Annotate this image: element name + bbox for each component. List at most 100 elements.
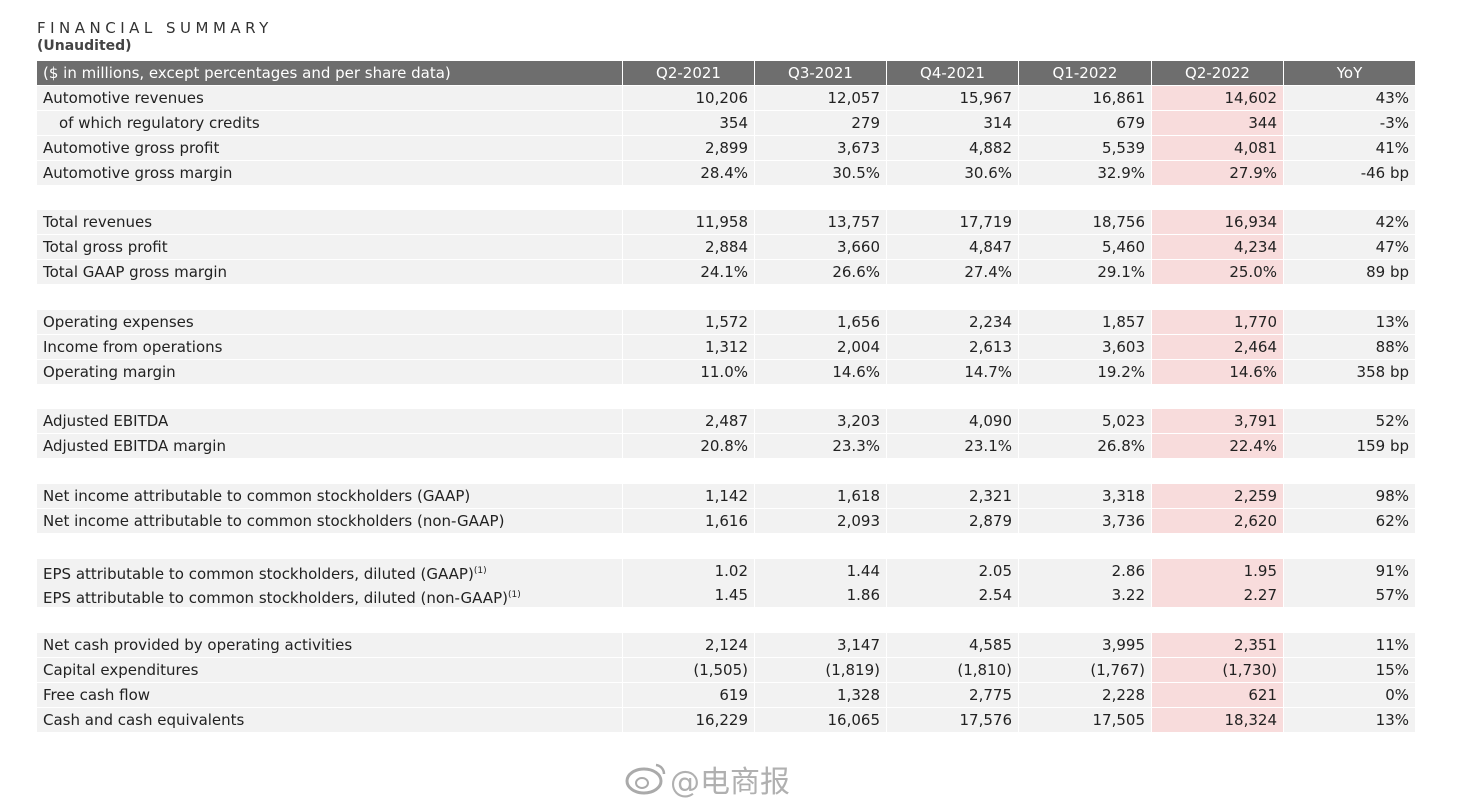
cell: 23.3% — [755, 434, 886, 458]
cell: 2,351 — [1152, 633, 1283, 657]
cell: 1,312 — [623, 335, 754, 359]
column-header: Q3-2021 — [755, 61, 886, 85]
row-label: Capital expenditures — [37, 658, 622, 682]
row-label: EPS attributable to common stockholders,… — [37, 583, 622, 607]
cell: 14.6% — [1152, 360, 1283, 384]
row-label: Income from operations — [37, 335, 622, 359]
row-label: Adjusted EBITDA — [37, 409, 622, 433]
cell: 16,861 — [1019, 86, 1151, 110]
cell: 16,065 — [755, 708, 886, 732]
cell: 28.4% — [623, 161, 754, 185]
cell: 1,616 — [623, 509, 754, 533]
cell: (1,730) — [1152, 658, 1283, 682]
cell: 1.45 — [623, 583, 754, 607]
cell: 29.1% — [1019, 260, 1151, 284]
cell: 3,660 — [755, 235, 886, 259]
cell: 2,613 — [887, 335, 1018, 359]
cell: 14.6% — [755, 360, 886, 384]
cell: 91% — [1284, 559, 1415, 583]
footnote-ref: (1) — [473, 566, 487, 576]
cell: 2,620 — [1152, 509, 1283, 533]
cell: 2,004 — [755, 335, 886, 359]
column-header: Q2-2022 — [1152, 61, 1283, 85]
cell: 57% — [1284, 583, 1415, 607]
row-label: Net income attributable to common stockh… — [37, 509, 622, 533]
cell: 2,093 — [755, 509, 886, 533]
row-label: Free cash flow — [37, 683, 622, 707]
cell: 4,882 — [887, 136, 1018, 160]
cell: 2,228 — [1019, 683, 1151, 707]
cell: 2.27 — [1152, 583, 1283, 607]
cell: 344 — [1152, 111, 1283, 135]
cell: 2.05 — [887, 559, 1018, 583]
cell: 2,487 — [623, 409, 754, 433]
cell: 19.2% — [1019, 360, 1151, 384]
cell: 89 bp — [1284, 260, 1415, 284]
row-label: of which regulatory credits — [37, 111, 622, 135]
column-header: Q1-2022 — [1019, 61, 1151, 85]
cell: 3,736 — [1019, 509, 1151, 533]
cell: 16,229 — [623, 708, 754, 732]
cell: 17,719 — [887, 210, 1018, 234]
cell: 2.54 — [887, 583, 1018, 607]
cell: -3% — [1284, 111, 1415, 135]
row-label: Total GAAP gross margin — [37, 260, 622, 284]
cell: 1.86 — [755, 583, 886, 607]
cell: 3,147 — [755, 633, 886, 657]
cell: 4,585 — [887, 633, 1018, 657]
cell: 17,505 — [1019, 708, 1151, 732]
cell: 27.4% — [887, 260, 1018, 284]
cell: 17,576 — [887, 708, 1018, 732]
cell: 1.02 — [623, 559, 754, 583]
cell: 26.8% — [1019, 434, 1151, 458]
cell: 18,324 — [1152, 708, 1283, 732]
row-label: Total revenues — [37, 210, 622, 234]
cell: 32.9% — [1019, 161, 1151, 185]
column-header: YoY — [1284, 61, 1415, 85]
watermark: @电商报 — [670, 765, 790, 800]
cell: 279 — [755, 111, 886, 135]
cell: 13% — [1284, 310, 1415, 334]
cell: 42% — [1284, 210, 1415, 234]
cell: 4,234 — [1152, 235, 1283, 259]
cell: 2,879 — [887, 509, 1018, 533]
row-label: Automotive revenues — [37, 86, 622, 110]
cell: 1,770 — [1152, 310, 1283, 334]
cell: 13,757 — [755, 210, 886, 234]
row-label: Net income attributable to common stockh… — [37, 484, 622, 508]
cell: 1,142 — [623, 484, 754, 508]
cell: (1,505) — [623, 658, 754, 682]
cell: 12,057 — [755, 86, 886, 110]
cell: 2,259 — [1152, 484, 1283, 508]
row-label: Operating margin — [37, 360, 622, 384]
cell: 88% — [1284, 335, 1415, 359]
cell: 314 — [887, 111, 1018, 135]
cell: 4,090 — [887, 409, 1018, 433]
column-header: ($ in millions, except percentages and p… — [37, 61, 622, 85]
cell: 1,572 — [623, 310, 754, 334]
cell: 14,602 — [1152, 86, 1283, 110]
cell: 358 bp — [1284, 360, 1415, 384]
cell: 43% — [1284, 86, 1415, 110]
cell: 15,967 — [887, 86, 1018, 110]
row-label: Total gross profit — [37, 235, 622, 259]
cell: 15% — [1284, 658, 1415, 682]
cell: 159 bp — [1284, 434, 1415, 458]
cell: 5,460 — [1019, 235, 1151, 259]
cell: 41% — [1284, 136, 1415, 160]
cell: 3.22 — [1019, 583, 1151, 607]
cell: 2,884 — [623, 235, 754, 259]
cell: 23.1% — [887, 434, 1018, 458]
cell: 14.7% — [887, 360, 1018, 384]
cell: 619 — [623, 683, 754, 707]
footnote-ref: (1) — [507, 590, 521, 600]
cell: 1,857 — [1019, 310, 1151, 334]
cell: 2,464 — [1152, 335, 1283, 359]
cell: 5,539 — [1019, 136, 1151, 160]
cell: 5,023 — [1019, 409, 1151, 433]
cell: 3,603 — [1019, 335, 1151, 359]
cell: (1,819) — [755, 658, 886, 682]
cell: 11% — [1284, 633, 1415, 657]
cell: -46 bp — [1284, 161, 1415, 185]
